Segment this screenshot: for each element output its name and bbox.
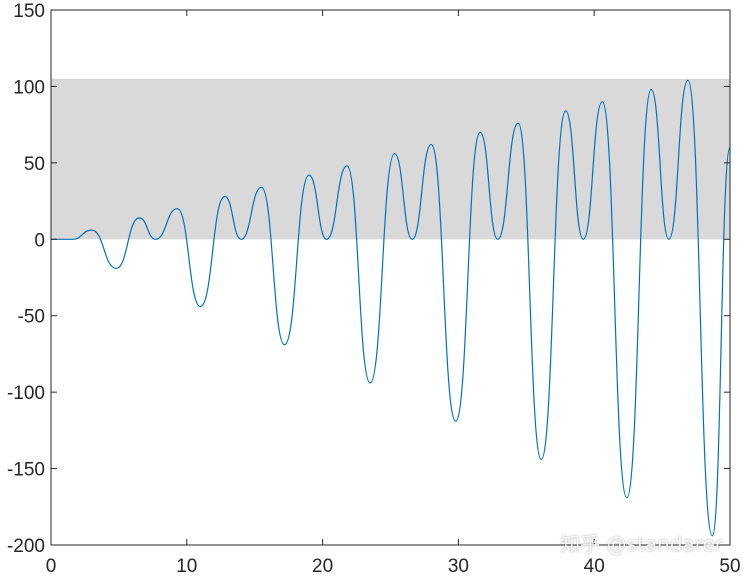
y-tick-label: 0 xyxy=(34,230,45,251)
y-tick-label: 50 xyxy=(24,154,45,175)
series-layer xyxy=(51,79,730,537)
x-tick-label: 50 xyxy=(719,556,740,577)
y-tick-label: -100 xyxy=(7,383,45,404)
x-tick-label: 40 xyxy=(584,556,605,577)
y-tick-label: 150 xyxy=(13,1,45,22)
labels-layer: 0 10 20 30 40 50 150 100 50 0 -50 -100 -150 -200 xyxy=(7,1,741,577)
y-tick-label: -50 xyxy=(18,307,45,328)
x-tick-label: 30 xyxy=(448,556,469,577)
axes-box xyxy=(50,9,731,546)
ticks-layer xyxy=(50,9,731,546)
x-tick-label: 10 xyxy=(176,556,197,577)
x-tick-label: 0 xyxy=(46,556,57,577)
series-line-0 xyxy=(51,79,730,537)
y-tick-label: -200 xyxy=(7,536,45,557)
x-tick-label: 20 xyxy=(312,556,333,577)
y-tick-label: -150 xyxy=(7,460,45,481)
shaded-band xyxy=(51,78,730,240)
y-tick-label: 100 xyxy=(13,77,45,98)
